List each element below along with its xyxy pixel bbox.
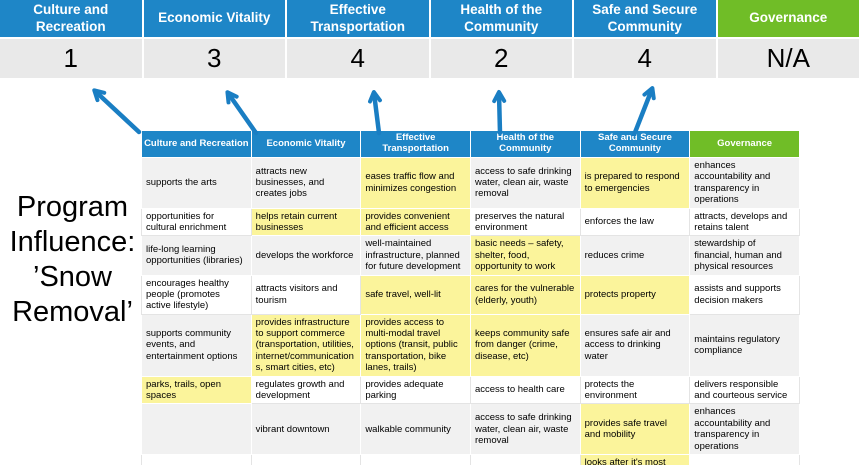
matrix-cell-r1-c0: opportunities for cultural enrichment bbox=[141, 207, 252, 237]
matrix-cell-r6-c5: enhances accountability and transparency… bbox=[689, 403, 800, 455]
matrix-body: supports the arts attracts new businesses… bbox=[141, 157, 800, 465]
matrix-row-7: looks after it's most vulnerable bbox=[141, 453, 800, 465]
matrix-cell-r1-c3: preserves the natural environment bbox=[469, 207, 581, 237]
matrix-cell-r4-c1: provides infrastructure to support comme… bbox=[250, 313, 362, 377]
matrix-cell-r2-c4: reduces crime bbox=[579, 235, 691, 276]
matrix-cell-r6-c3: access to safe drinking water, clean air… bbox=[469, 403, 581, 455]
matrix-row-6: vibrant downtown walkable community access… bbox=[141, 403, 800, 455]
matrix-cell-r5-c2: provides adequate parking bbox=[360, 375, 471, 405]
matrix-header-row: Culture and Recreation Economic Vitality E… bbox=[141, 130, 800, 158]
banner-header-1: Economic Vitality bbox=[143, 0, 285, 37]
banner-header-0: Culture and Recreation bbox=[0, 0, 142, 37]
influence-arrows bbox=[92, 86, 656, 136]
matrix-row-1: opportunities for cultural enrichment hel… bbox=[141, 207, 800, 237]
matrix-cell-r1-c4: enforces the law bbox=[579, 207, 691, 237]
matrix-cell-r1-c1: helps retain current businesses bbox=[250, 207, 362, 237]
matrix-cell-r6-c0 bbox=[141, 403, 252, 455]
matrix-cell-r6-c2: walkable community bbox=[360, 403, 471, 455]
banner-score-1: 3 bbox=[143, 39, 285, 78]
matrix-cell-r0-c4: is prepared to respond to emergencies bbox=[579, 157, 691, 209]
banner-header-2: Effective Transportation bbox=[287, 0, 429, 37]
matrix-cell-r5-c1: regulates growth and development bbox=[250, 375, 362, 405]
matrix-cell-r3-c5: assists and supports decision makers bbox=[689, 274, 800, 315]
banner-score-0: 1 bbox=[0, 39, 142, 78]
matrix-cell-r3-c2: safe travel, well-lit bbox=[360, 274, 471, 315]
matrix-cell-r2-c1: develops the workforce bbox=[250, 235, 362, 276]
matrix-cell-r1-c2: provides convenient and efficient access bbox=[360, 207, 471, 237]
matrix-cell-r3-c4: protects property bbox=[579, 274, 691, 315]
matrix-header-4: Safe and Secure Community bbox=[579, 130, 691, 158]
matrix-cell-r2-c3: basic needs – safety, shelter, food, opp… bbox=[469, 235, 581, 276]
arrow-up-culture bbox=[92, 88, 142, 135]
matrix-cell-r0-c2: eases traffic flow and minimizes congest… bbox=[360, 157, 471, 209]
matrix-row-0: supports the arts attracts new businesses… bbox=[141, 157, 800, 209]
matrix-row-5: parks, trails, open spaces regulates grow… bbox=[141, 375, 800, 405]
matrix-row-3: encourages healthy people (promotes acti… bbox=[141, 274, 800, 315]
banner-score-4: 4 bbox=[574, 39, 716, 78]
matrix-cell-r0-c3: access to safe drinking water, clean air… bbox=[469, 157, 581, 209]
matrix-cell-r7-c5 bbox=[689, 453, 800, 465]
matrix-cell-r0-c5: enhances accountability and transparency… bbox=[689, 157, 800, 209]
arrow-up-health bbox=[492, 90, 507, 136]
banner-header-5: Governance bbox=[717, 0, 859, 37]
matrix-cell-r5-c5: delivers responsible and courteous servi… bbox=[689, 375, 800, 405]
matrix-cell-r6-c4: provides safe travel and mobility bbox=[579, 403, 691, 455]
priority-banner: Culture and Recreation Economic Vitality E… bbox=[0, 0, 859, 78]
matrix-cell-r2-c5: stewardship of financial, human and phys… bbox=[689, 235, 800, 276]
matrix-cell-r0-c0: supports the arts bbox=[141, 157, 252, 209]
matrix-cell-r0-c1: attracts new businesses, and creates job… bbox=[250, 157, 362, 209]
matrix-cell-r5-c0: parks, trails, open spaces bbox=[141, 375, 252, 405]
matrix-header-5: Governance bbox=[689, 130, 800, 158]
matrix-row-2: life-long learning opportunities (librar… bbox=[141, 235, 800, 276]
matrix-cell-r2-c0: life-long learning opportunities (librar… bbox=[141, 235, 252, 276]
matrix-cell-r1-c5: attracts, develops and retains talent bbox=[689, 207, 800, 237]
matrix-cell-r7-c1 bbox=[250, 453, 362, 465]
banner-score-5: N/A bbox=[717, 39, 859, 78]
matrix-cell-r2-c2: well-maintained infrastructure, planned … bbox=[360, 235, 471, 276]
matrix-cell-r5-c3: access to health care bbox=[469, 375, 581, 405]
matrix-cell-r4-c4: ensures safe air and access to drinking … bbox=[579, 313, 691, 377]
banner-header-4: Safe and Secure Community bbox=[574, 0, 716, 37]
banner-header-3: Health of the Community bbox=[430, 0, 572, 37]
program-influence-label: Program Influence: ’Snow Removal’ bbox=[9, 191, 136, 328]
banner-score-2: 4 bbox=[287, 39, 429, 78]
matrix-cell-r4-c0: supports community events, and entertain… bbox=[141, 313, 252, 377]
banner-score-3: 2 bbox=[430, 39, 572, 78]
arrow-up-economic bbox=[225, 90, 259, 136]
matrix-cell-r3-c1: attracts visitors and tourism bbox=[250, 274, 362, 315]
matrix-header-3: Health of the Community bbox=[469, 130, 581, 158]
matrix-cell-r7-c3 bbox=[469, 453, 581, 465]
matrix-cell-r3-c0: encourages healthy people (promotes acti… bbox=[141, 274, 252, 315]
matrix-cell-r4-c2: provides access to multi-modal travel op… bbox=[360, 313, 471, 377]
matrix-cell-r7-c4: looks after it's most vulnerable bbox=[579, 453, 691, 465]
matrix-header-1: Economic Vitality bbox=[250, 130, 362, 158]
arrow-up-safe bbox=[631, 86, 656, 136]
matrix-cell-r4-c5: maintains regulatory compliance bbox=[689, 313, 800, 377]
matrix-cell-r3-c3: cares for the vulnerable (elderly, youth… bbox=[469, 274, 581, 315]
matrix-header-0: Culture and Recreation bbox=[141, 130, 252, 158]
matrix-row-4: supports community events, and entertain… bbox=[141, 313, 800, 377]
influence-matrix: Culture and Recreation Economic Vitality E… bbox=[141, 130, 800, 465]
matrix-cell-r5-c4: protects the environment bbox=[579, 375, 691, 405]
matrix-header-2: Effective Transportation bbox=[360, 130, 471, 158]
matrix-cell-r7-c0 bbox=[141, 453, 252, 465]
matrix-cell-r7-c2 bbox=[360, 453, 471, 465]
matrix-cell-r6-c1: vibrant downtown bbox=[250, 403, 362, 455]
arrow-up-transportation bbox=[368, 90, 382, 136]
matrix-cell-r4-c3: keeps community safe from danger (crime,… bbox=[469, 313, 581, 377]
